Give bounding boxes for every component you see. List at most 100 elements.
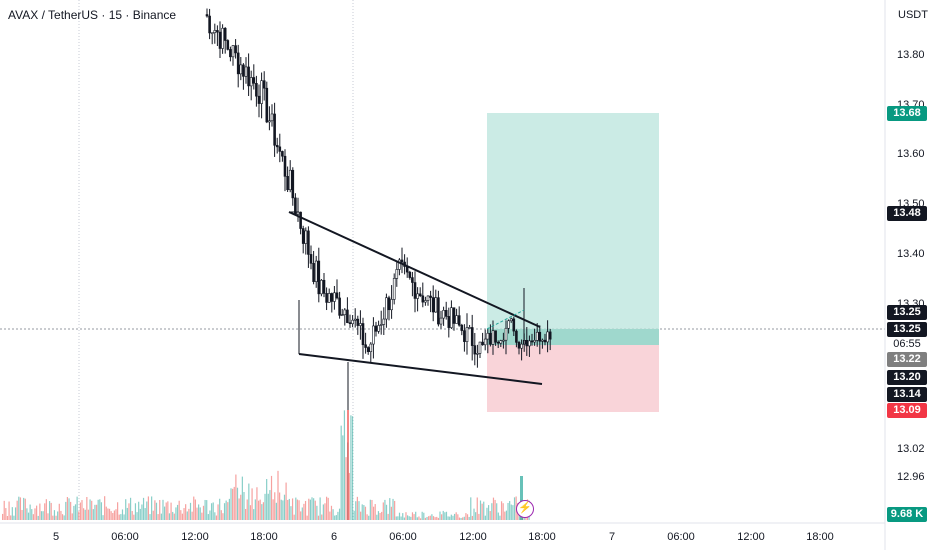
candle-body <box>390 299 393 311</box>
volume-bar <box>267 493 269 520</box>
candle-body <box>431 297 435 313</box>
volume-bar <box>358 501 360 520</box>
time-axis-label: 06:00 <box>667 531 695 543</box>
volume-bars <box>2 410 530 520</box>
volume-bar <box>350 415 352 520</box>
volume-bar <box>282 500 284 520</box>
candle-body <box>387 297 391 311</box>
candle-body <box>439 317 443 325</box>
candle-body <box>265 87 269 123</box>
candle-body <box>543 339 547 343</box>
volume-bar <box>287 499 289 520</box>
volume-bar <box>206 500 208 520</box>
volume-bar <box>207 514 209 520</box>
price-axis-label: 12.96 <box>897 471 925 483</box>
volume-bar <box>510 504 512 520</box>
candle-body <box>309 254 313 264</box>
volume-bar <box>374 504 376 520</box>
candle-body <box>509 318 513 322</box>
volume-bar <box>74 504 77 520</box>
volume-bar <box>338 508 341 520</box>
volume-bar <box>100 502 103 520</box>
volume-bar <box>303 503 305 520</box>
volume-bar <box>37 515 39 520</box>
candle-body <box>517 342 521 349</box>
volume-bar <box>452 515 454 520</box>
volume-bar <box>125 499 127 520</box>
volume-bar <box>360 511 362 520</box>
volume-bar <box>317 515 320 520</box>
candle-body <box>473 345 477 355</box>
volume-bar <box>209 510 211 520</box>
candle-body <box>252 77 256 84</box>
volume-bar <box>102 515 104 520</box>
candle-body <box>442 310 445 319</box>
currency-label: USDT <box>898 9 928 21</box>
candle-body <box>356 318 360 326</box>
stop-price-badge: 13.09 <box>887 403 927 418</box>
candle-body <box>291 169 295 199</box>
volume-bar <box>245 508 247 520</box>
volume-bar <box>473 508 475 520</box>
candle-body <box>348 322 352 324</box>
volume-bar <box>214 512 216 520</box>
volume-bar <box>415 511 417 520</box>
volume-bar <box>13 515 15 520</box>
candle-body <box>369 343 373 352</box>
volume-bar <box>133 514 135 520</box>
lightning-icon[interactable]: ⚡ <box>516 500 534 518</box>
candle-body <box>366 347 370 352</box>
volume-bar <box>486 507 488 520</box>
volume-bar <box>390 506 392 520</box>
volume-bar <box>476 497 478 520</box>
volume-bar <box>494 499 496 520</box>
volume-bar <box>81 500 83 520</box>
axes: 13.8013.7013.6013.5013.4013.3013.0212.96… <box>53 49 925 543</box>
volume-bar <box>29 504 31 520</box>
volume-bar <box>444 512 446 520</box>
volume-bar <box>324 503 326 520</box>
volume-bar <box>499 515 501 520</box>
volume-bar <box>79 502 81 520</box>
volume-bar <box>280 499 282 520</box>
volume-bar <box>407 515 409 520</box>
volume-bar <box>301 507 303 520</box>
volume-bar <box>220 510 222 520</box>
volume-bar <box>248 483 250 520</box>
time-axis-label: 18:00 <box>806 531 834 543</box>
volume-bar <box>496 503 498 520</box>
volume-bar <box>71 513 73 520</box>
candle-body <box>221 27 224 49</box>
candle-body <box>218 31 222 49</box>
candle-body <box>327 293 331 303</box>
volume-bar <box>309 499 311 520</box>
volume-bar <box>377 511 380 520</box>
candle-body <box>535 331 539 341</box>
volume-bar <box>210 503 213 520</box>
price-axis-label: 13.80 <box>897 49 925 61</box>
candle-body <box>398 259 401 270</box>
volume-bar <box>269 490 271 520</box>
volume-bar <box>418 516 420 520</box>
volume-bar <box>141 504 143 520</box>
volume-bar <box>189 502 192 520</box>
candle-body <box>281 151 284 157</box>
volume-bar <box>285 482 287 520</box>
candle-body <box>418 293 422 297</box>
volume-bar <box>181 513 184 520</box>
time-axis-label: 5 <box>53 531 59 543</box>
candle-body <box>486 332 490 340</box>
volume-bar <box>52 515 54 520</box>
candle-body <box>273 113 276 146</box>
candle-body <box>481 341 484 346</box>
candle-body <box>372 325 375 345</box>
volume-bar <box>296 499 299 520</box>
volume-bar <box>445 511 448 520</box>
volume-bar <box>112 513 114 520</box>
volume-bar <box>470 497 472 520</box>
volume-bar <box>84 509 86 520</box>
chart-grid <box>0 0 886 550</box>
volume-bar <box>120 514 122 520</box>
volume-bar <box>334 515 336 520</box>
